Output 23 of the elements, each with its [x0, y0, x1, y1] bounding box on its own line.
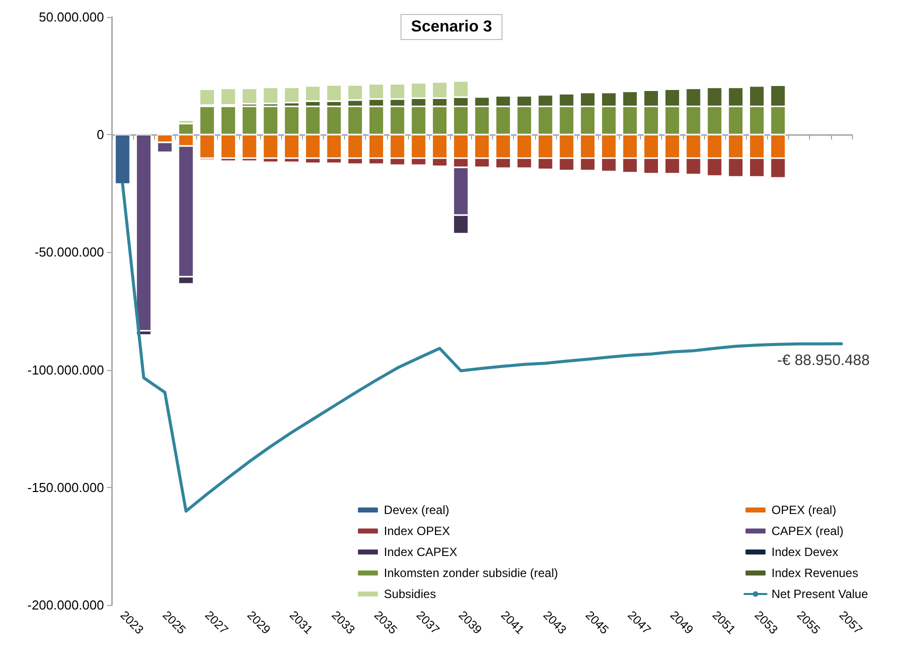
y-tick-label: 50.000.000: [38, 10, 104, 24]
y-tick-label: 0: [96, 127, 104, 142]
y-tick-label: -100.000.000: [27, 362, 104, 378]
bar: [114, 134, 130, 184]
legend-label: Index OPEX: [384, 524, 450, 538]
bar: [242, 88, 258, 104]
legend-label: Net Present Value: [772, 587, 868, 601]
y-tick-label: -200.000.000: [27, 598, 104, 612]
legend-label: OPEX (real): [772, 503, 836, 517]
bar: [136, 134, 152, 331]
legend-label: Subsidies: [384, 587, 436, 601]
legend-label: Inkomsten zonder subsidie (real): [384, 566, 558, 580]
y-tick-label: -50.000.000: [34, 244, 104, 260]
chart-title: Scenario 3: [411, 18, 492, 36]
annotation: -€ 88.950.488: [777, 352, 870, 369]
legend-label: Index CAPEX: [384, 545, 458, 559]
bar: [284, 87, 300, 103]
legend-label: CAPEX (real): [772, 524, 844, 538]
legend-label: Index Revenues: [772, 566, 858, 580]
y-tick-label: -150.000.000: [27, 480, 104, 495]
legend-label: Devex (real): [384, 503, 450, 517]
legend-label: Index Devex: [772, 545, 838, 559]
bar: [262, 87, 278, 104]
